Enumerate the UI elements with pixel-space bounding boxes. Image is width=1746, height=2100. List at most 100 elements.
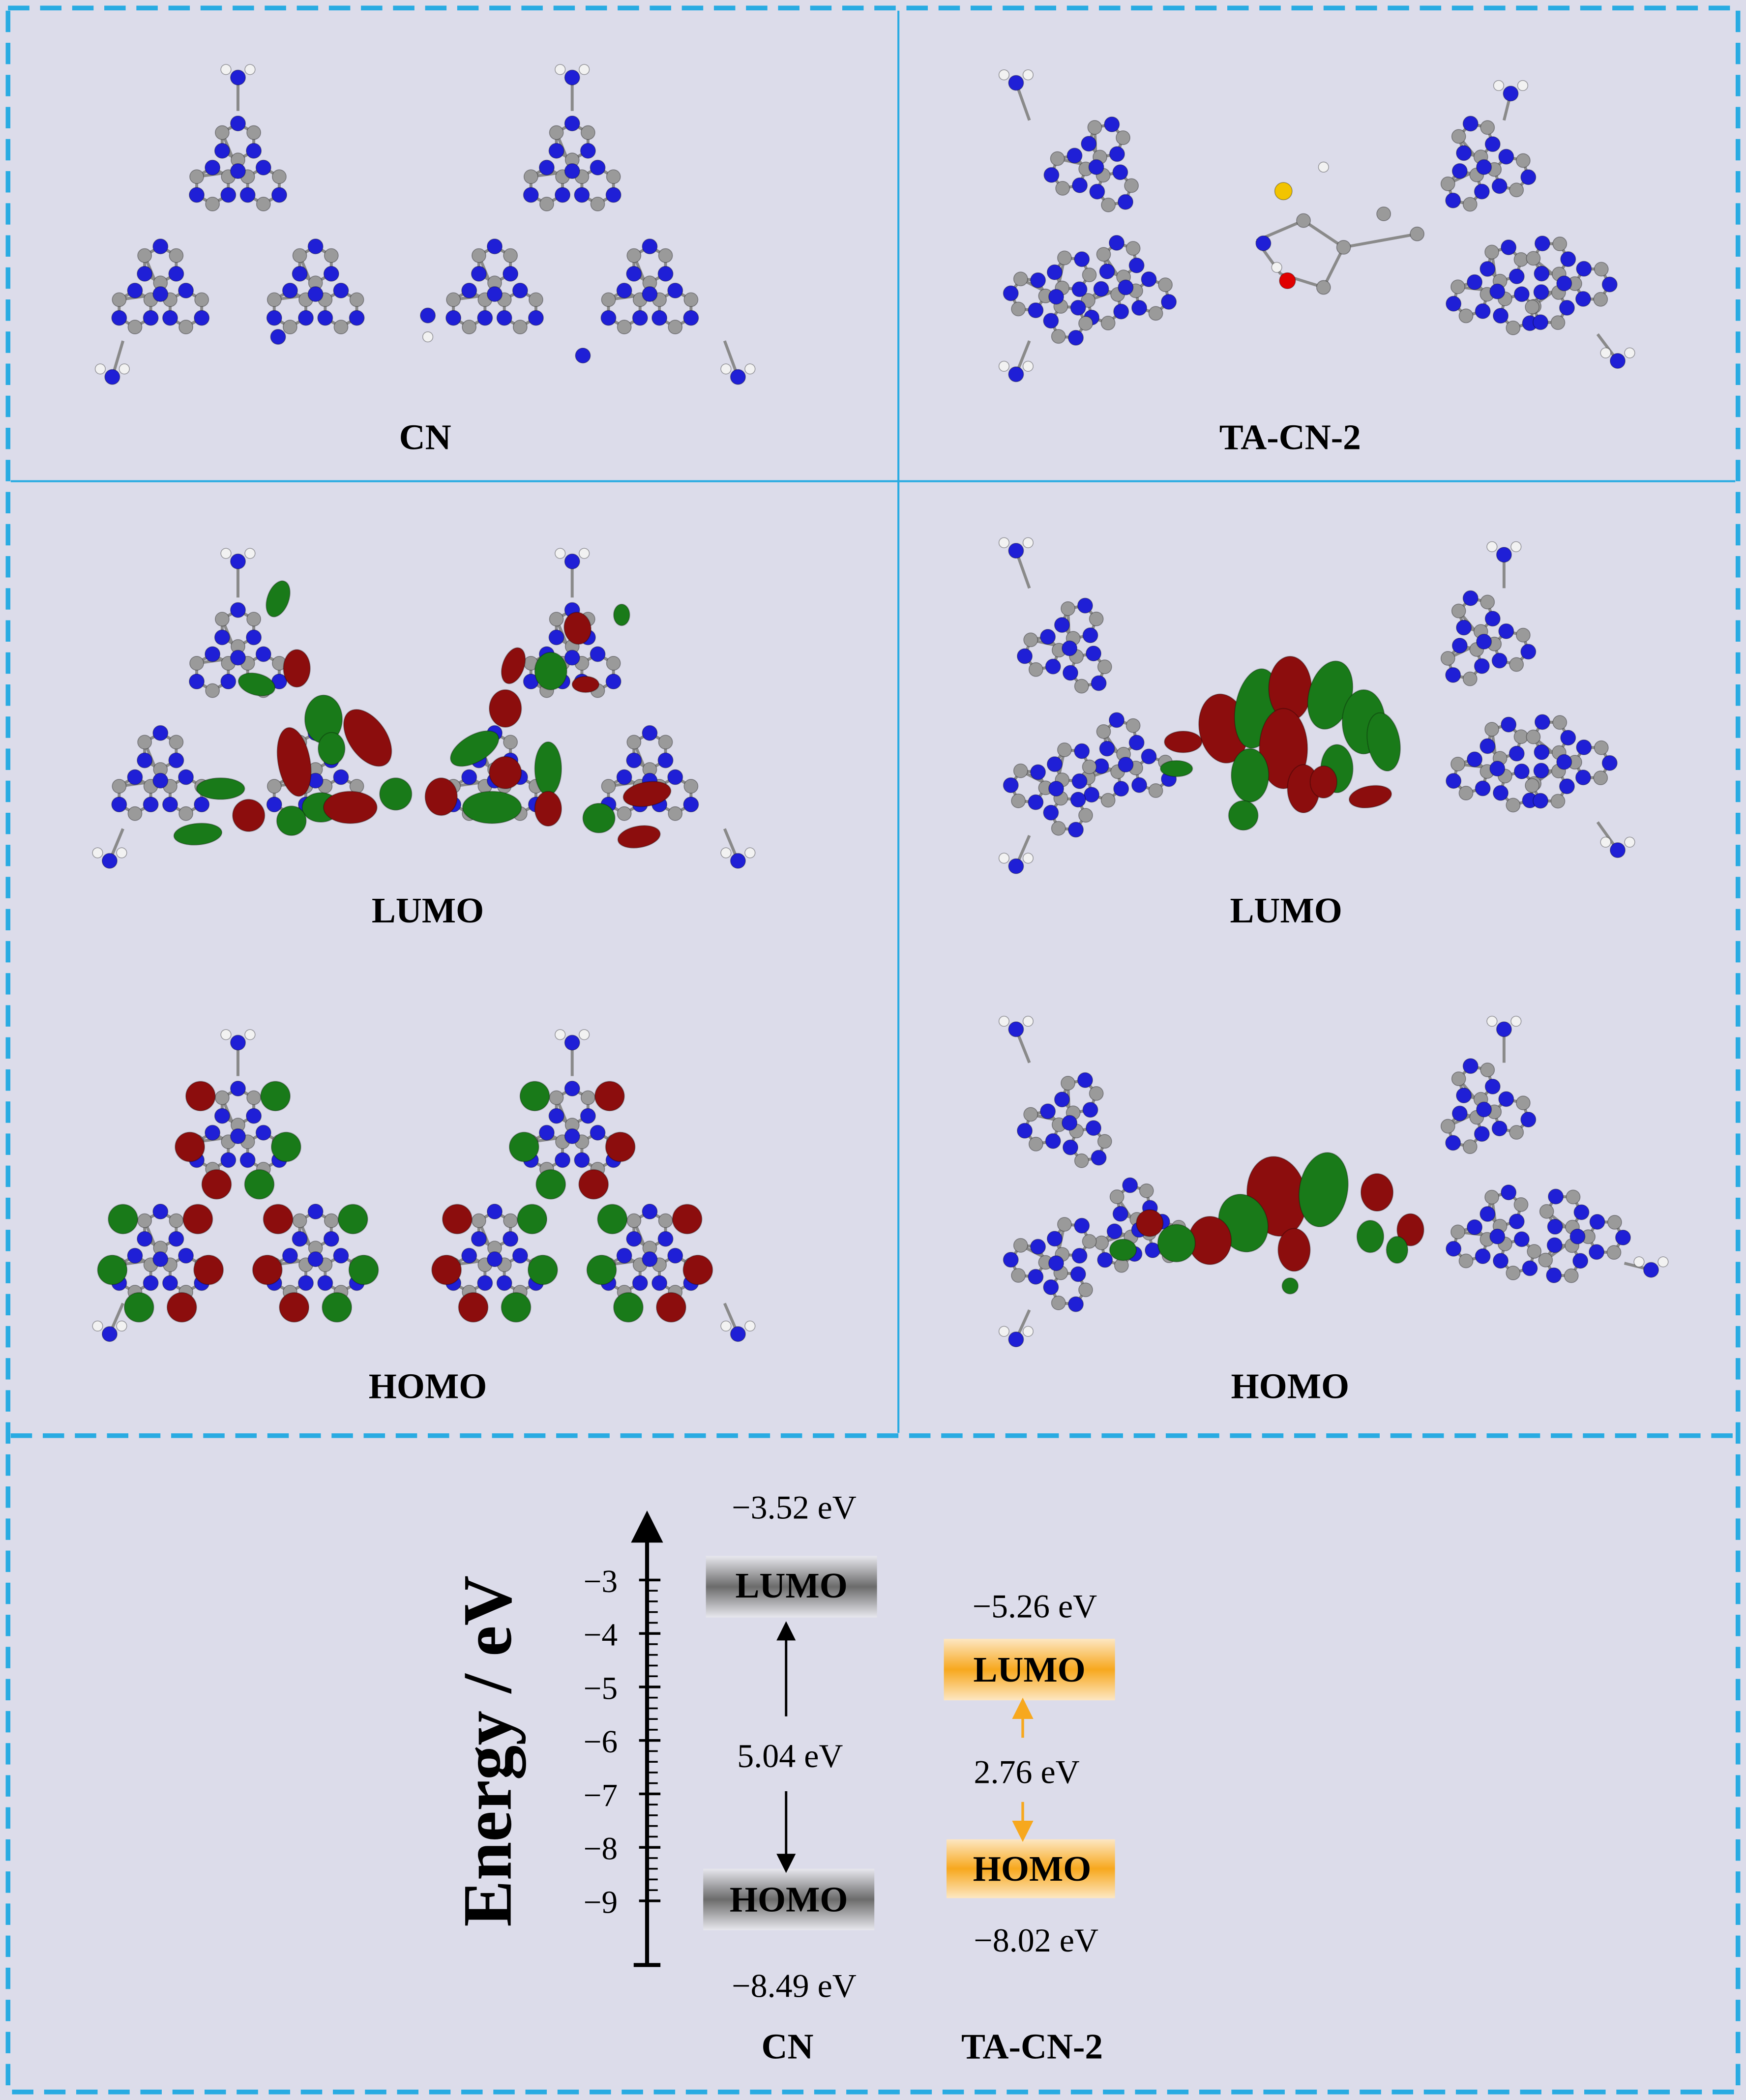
carbon-atom [539, 197, 554, 211]
carbon-atom [333, 320, 349, 335]
nitrogen-atom [1043, 167, 1060, 183]
nitrogen-atom [420, 307, 436, 324]
nitrogen-atom [1560, 730, 1576, 746]
carbon-atom [189, 655, 205, 671]
ta-cn-2-homo-orbital-plot [998, 1015, 1669, 1348]
orbital-lobe-positive [348, 1254, 379, 1285]
nitrogen-atom [496, 1275, 512, 1291]
orbital-lobe-positive [196, 777, 245, 800]
nitrogen-atom [1548, 1188, 1564, 1205]
hydrogen-atom [998, 1015, 1010, 1027]
nitrogen-atom [1081, 136, 1097, 152]
nitrogen-atom [1480, 1206, 1496, 1222]
carbon-atom [1051, 1295, 1066, 1310]
nitrogen-atom [1118, 757, 1134, 773]
ta-homo-level-label: HOMO [973, 1849, 1092, 1889]
nitrogen-atom [292, 266, 308, 282]
nitrogen-atom [1062, 1115, 1078, 1131]
hydrogen-atom [1271, 262, 1282, 273]
orbital-lobe-positive [1366, 712, 1401, 772]
nitrogen-atom [1451, 163, 1468, 179]
orbital-lobe-negative [563, 612, 592, 645]
nitrogen-atom [1546, 1237, 1563, 1253]
nitrogen-atom [1008, 366, 1024, 383]
nitrogen-atom [1040, 1103, 1056, 1120]
carbon-atom [1028, 1136, 1043, 1152]
nitrogen-atom [246, 1108, 262, 1124]
nitrogen-atom [307, 286, 324, 302]
nitrogen-atom [1456, 145, 1472, 161]
nitrogen-atom [230, 602, 246, 618]
nitrogen-atom [1498, 148, 1514, 165]
orbital-lobe-positive [276, 805, 307, 836]
nitrogen-atom [168, 266, 184, 282]
nitrogen-atom [307, 1251, 324, 1268]
nitrogen-atom [1108, 712, 1125, 728]
nitrogen-atom [1589, 1244, 1605, 1260]
carbon-atom [606, 169, 621, 184]
orbital-lobe-positive [237, 672, 276, 697]
carbon-atom [580, 125, 595, 140]
nitrogen-atom [1491, 178, 1508, 194]
carbon-atom [626, 735, 642, 750]
nitrogen-atom [1456, 620, 1472, 636]
carbon-atom [1094, 1235, 1109, 1250]
nitrogen-atom [1008, 543, 1024, 559]
outer-dashed-frame [5, 5, 1741, 2095]
nitrogen-atom [214, 143, 230, 159]
nitrogen-atom [1575, 291, 1591, 307]
carbon-atom [503, 735, 518, 750]
nitrogen-atom [152, 772, 169, 789]
carbon-atom [169, 248, 184, 263]
hydrogen-atom [116, 847, 127, 858]
carbon-atom [1440, 1119, 1455, 1134]
nitrogen-atom [1534, 266, 1550, 282]
nitrogen-atom [1048, 780, 1065, 797]
hydrogen-atom [998, 853, 1010, 864]
hydrogen-atom [422, 331, 434, 343]
carbon-atom [1087, 120, 1102, 135]
nitrogen-atom [1522, 1260, 1538, 1276]
nitrogen-atom [1501, 239, 1517, 256]
carbon-atom [112, 292, 127, 307]
orbital-lobe-negative [1396, 1213, 1424, 1246]
hydrogen-atom [1624, 836, 1635, 848]
nitrogen-atom [1496, 547, 1512, 563]
carbon-atom [683, 779, 699, 794]
nitrogen-atom [1498, 1091, 1514, 1107]
orbital-lobe-negative [263, 1204, 294, 1235]
orbital-lobe-negative [655, 1292, 686, 1323]
nitrogen-atom [461, 282, 477, 298]
carbon-atom [1458, 1253, 1474, 1269]
nitrogen-atom [600, 310, 617, 326]
carbon-atom [256, 197, 271, 211]
nitrogen-atom [246, 629, 262, 646]
orbital-lobe-negative [622, 781, 672, 807]
nitrogen-atom [642, 286, 658, 302]
ta-homo-value: −8.02 eV [974, 1922, 1098, 1959]
carbon-atom [1124, 178, 1139, 193]
carbon-atom [1515, 627, 1531, 643]
nitrogen-atom [178, 282, 194, 298]
nitrogen-atom [512, 282, 528, 298]
nitrogen-atom [1451, 1105, 1468, 1122]
nitrogen-atom [1462, 590, 1479, 606]
nitrogen-atom [104, 369, 120, 385]
nitrogen-atom [632, 310, 648, 326]
hydrogen-atom [1022, 1015, 1034, 1027]
orbital-lobe-negative [1309, 765, 1338, 799]
nitrogen-atom [1496, 1021, 1512, 1037]
nitrogen-atom [1117, 194, 1134, 210]
nitrogen-atom [486, 1251, 503, 1268]
nitrogen-atom [564, 1080, 580, 1097]
hydrogen-atom [1022, 537, 1034, 548]
carbon-atom [214, 612, 230, 627]
nitrogen-atom [152, 286, 169, 302]
nitrogen-atom [1091, 675, 1107, 691]
nitrogen-atom [143, 310, 159, 326]
nitrogen-atom [1043, 804, 1059, 821]
carbon-atom [1336, 239, 1351, 255]
nitrogen-atom [1046, 264, 1063, 280]
nitrogen-atom [683, 797, 699, 813]
